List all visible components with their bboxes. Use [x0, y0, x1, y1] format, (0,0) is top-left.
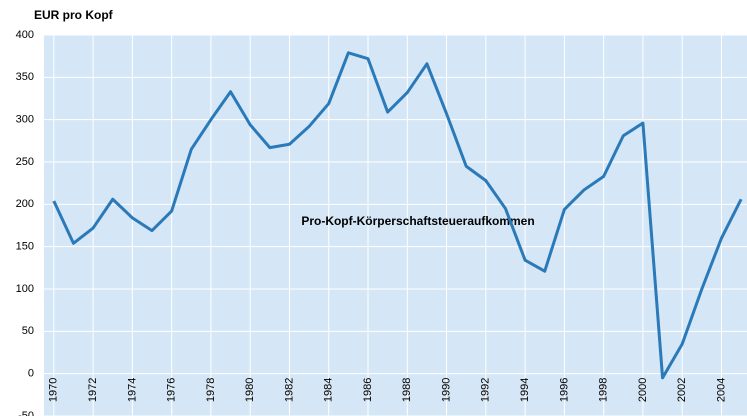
y-tick-label: 0 — [28, 368, 34, 380]
y-tick-label: 200 — [16, 198, 34, 210]
x-tick-label: 2004 — [715, 378, 727, 402]
x-tick-label: 2002 — [676, 378, 688, 402]
data-line — [52, 51, 743, 380]
x-tick-label: 1992 — [480, 378, 492, 402]
x-tick-label: 2000 — [637, 378, 649, 402]
x-tick-label: 1976 — [166, 378, 178, 402]
x-tick-label: 1998 — [598, 378, 610, 402]
plot-area — [44, 35, 747, 416]
x-tick-label: 1994 — [519, 378, 531, 402]
y-tick-label: 250 — [16, 156, 34, 168]
y-tick-label: 150 — [16, 241, 34, 253]
x-tick-label: 1982 — [283, 378, 295, 402]
annotation: Pro-Kopf-Körperschaftsteueraufkommen — [301, 214, 534, 228]
x-tick-label: 1972 — [87, 378, 99, 402]
y-axis-label: EUR pro Kopf — [34, 8, 114, 22]
y-tick-label: -50 — [18, 410, 34, 416]
x-tick-label: 1980 — [244, 378, 256, 402]
x-tick-label: 1990 — [440, 378, 452, 402]
y-tick-label: 400 — [16, 29, 34, 41]
x-tick-label: 1984 — [323, 378, 335, 402]
x-tick-label: 1996 — [558, 378, 570, 402]
y-tick-label: 50 — [22, 325, 34, 337]
x-tick-label: 1974 — [126, 378, 138, 402]
x-tick-label: 1986 — [362, 378, 374, 402]
x-tick-label: 1978 — [205, 378, 217, 402]
x-tick-label: 1988 — [401, 378, 413, 402]
y-tick-label: 300 — [16, 114, 34, 126]
y-tick-label: 350 — [16, 71, 34, 83]
y-tick-label: 100 — [16, 283, 34, 295]
x-tick-label: 1970 — [48, 378, 60, 402]
